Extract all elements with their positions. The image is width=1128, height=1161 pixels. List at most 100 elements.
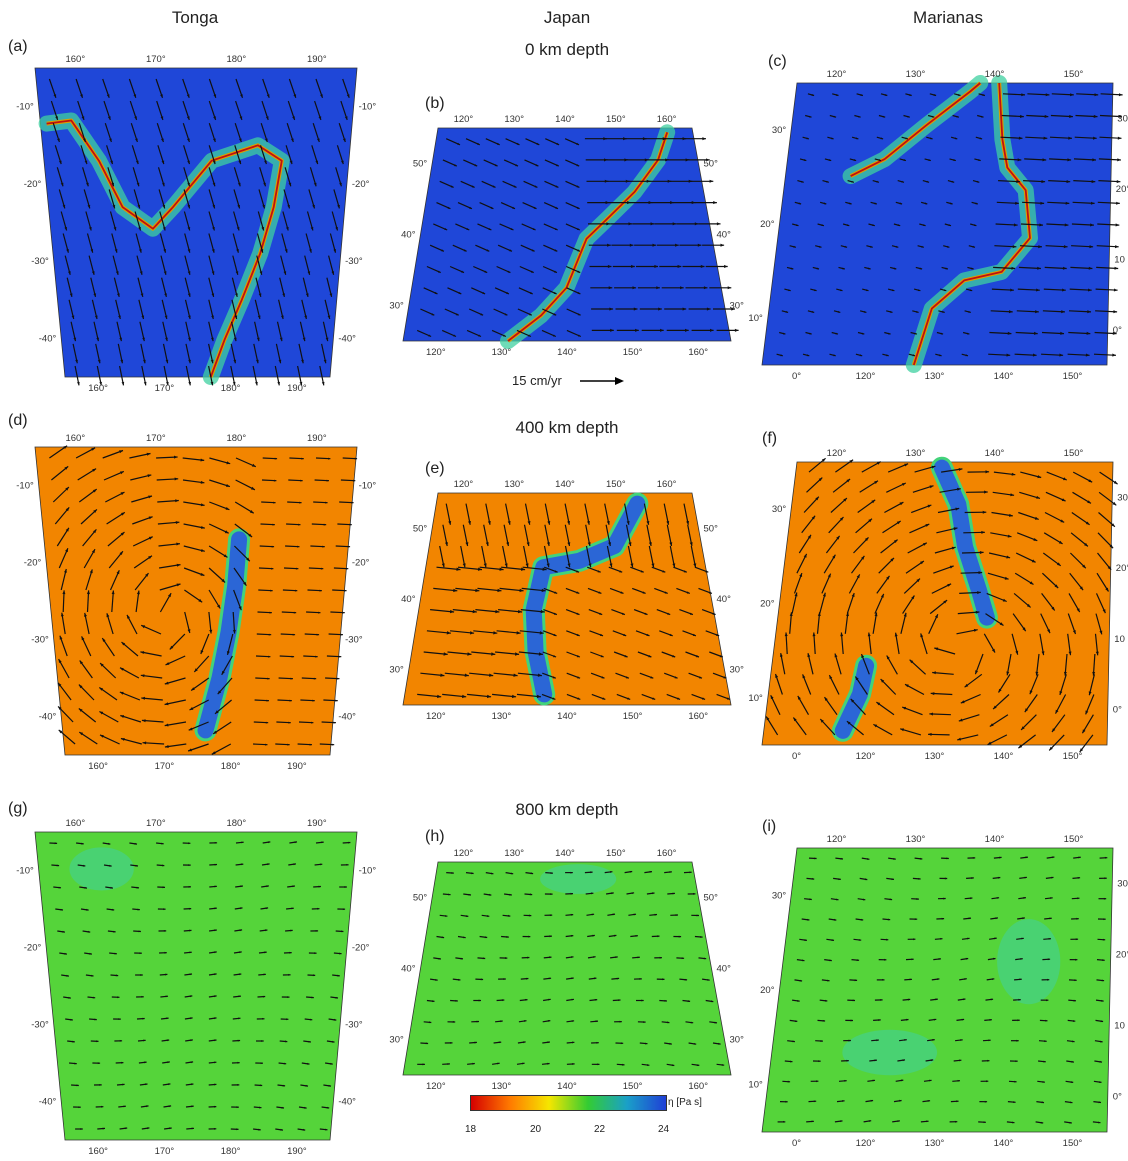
velocity-arrow: [157, 499, 179, 503]
axis-tick-label: 120°: [827, 69, 847, 80]
velocity-arrowhead: [114, 952, 117, 955]
velocity-arrow: [496, 630, 521, 634]
velocity-arrowhead: [448, 893, 451, 896]
velocity-arrow: [68, 299, 75, 320]
velocity-arrowhead: [522, 1062, 525, 1065]
velocity-arrowhead: [124, 1127, 128, 1130]
velocity-field: [776, 93, 1123, 357]
depth-title-0: 0 km depth: [524, 40, 610, 59]
velocity-arrowhead: [811, 1120, 814, 1123]
velocity-arrowhead: [929, 485, 934, 489]
velocity-arrow: [275, 343, 282, 364]
velocity-arrowhead: [148, 555, 152, 559]
axis-tick-label: 30°: [772, 125, 787, 136]
velocity-arrowhead: [688, 179, 693, 183]
velocity-arrowhead: [117, 293, 120, 297]
velocity-arrowhead: [649, 870, 652, 873]
axis-tick-label: -20°: [24, 179, 42, 190]
velocity-arrowhead: [954, 1120, 958, 1123]
axis-tick-label: -30°: [345, 1020, 363, 1031]
velocity-arrow: [1046, 471, 1068, 481]
depth-title-800: 800 km depth: [515, 800, 619, 819]
velocity-arrowhead: [319, 863, 323, 866]
velocity-arrowhead: [690, 1021, 694, 1024]
velocity-arrowhead: [793, 717, 797, 722]
velocity-arrowhead: [446, 631, 451, 635]
velocity-arrowhead: [319, 589, 322, 592]
velocity-arrowhead: [189, 707, 194, 710]
velocity-arrow: [70, 321, 77, 342]
velocity-arrow: [288, 479, 303, 482]
velocity-arrow: [157, 145, 165, 165]
velocity-arrow: [212, 721, 232, 735]
velocity-arrowhead: [576, 655, 580, 658]
velocity-arrowhead: [994, 937, 997, 940]
axis-tick-label: 10°: [748, 1080, 763, 1091]
velocity-arrowhead: [331, 271, 335, 275]
velocity-arrowhead: [519, 588, 524, 593]
velocity-arrowhead: [549, 956, 552, 959]
velocity-arrow: [103, 470, 125, 481]
velocity-arrowhead: [291, 138, 294, 142]
velocity-arrow: [84, 612, 90, 635]
velocity-arrowhead: [827, 573, 831, 578]
velocity-arrow: [844, 612, 849, 634]
velocity-arrowhead: [65, 527, 69, 532]
velocity-arrowhead: [191, 687, 195, 691]
velocity-arrow: [523, 524, 530, 547]
velocity-arrowhead: [308, 1040, 311, 1043]
velocity-arrow: [187, 743, 209, 752]
velocity-arrowhead: [1006, 671, 1010, 676]
velocity-arrow: [234, 501, 255, 514]
depth-title-400: 400 km depth: [515, 418, 619, 437]
velocity-arrowhead: [639, 978, 642, 980]
velocity-arrow: [95, 343, 101, 364]
velocity-arrowhead: [240, 863, 244, 866]
axis-tick-label: 150°: [606, 479, 626, 490]
velocity-arrow: [256, 633, 272, 636]
velocity-arrowhead: [295, 567, 299, 570]
velocity-arrowhead: [333, 721, 336, 724]
velocity-arrow: [120, 714, 142, 723]
velocity-arrowhead: [570, 871, 573, 874]
velocity-arrowhead: [713, 201, 717, 205]
velocity-arrowhead: [645, 1042, 648, 1045]
velocity-arrowhead: [1117, 136, 1122, 140]
axis-tick-label: 30°: [389, 665, 404, 676]
velocity-arrowhead: [900, 1079, 904, 1082]
velocity-arrowhead: [925, 524, 930, 527]
velocity-arrowhead: [552, 697, 556, 700]
velocity-arrowhead: [917, 289, 921, 292]
velocity-arrow: [209, 457, 231, 465]
velocity-arrowhead: [315, 160, 318, 165]
velocity-arrow: [1014, 353, 1037, 356]
velocity-arrowhead: [119, 450, 123, 454]
velocity-arrowhead: [669, 871, 672, 873]
velocity-arrow: [902, 595, 915, 614]
velocity-arrowhead: [248, 533, 253, 537]
velocity-arrowhead: [281, 315, 284, 319]
velocity-arrow: [502, 545, 508, 568]
velocity-arrowhead: [445, 542, 448, 546]
velocity-arrow: [277, 699, 292, 702]
panel-label-f: (f): [762, 430, 778, 447]
velocity-arrowhead: [913, 938, 916, 941]
velocity-arrowhead: [190, 1039, 193, 1042]
velocity-arrow: [857, 499, 876, 513]
velocity-arrowhead: [903, 612, 907, 617]
velocity-arrowhead: [136, 886, 139, 889]
velocity-arrow: [544, 503, 551, 525]
velocity-arrow: [429, 244, 445, 252]
velocity-arrowhead: [916, 578, 920, 583]
velocity-arrowhead: [100, 663, 104, 667]
velocity-arrowhead: [699, 676, 702, 679]
velocity-arrow: [159, 211, 166, 231]
velocity-arrowhead: [1072, 1040, 1075, 1043]
velocity-arrowhead: [62, 930, 65, 933]
velocity-arrow: [337, 523, 352, 526]
velocity-arrow: [477, 587, 502, 592]
velocity-arrowhead: [846, 612, 849, 617]
velocity-arrowhead: [251, 486, 255, 490]
velocity-arrow: [884, 501, 904, 514]
velocity-arrowhead: [650, 676, 654, 679]
